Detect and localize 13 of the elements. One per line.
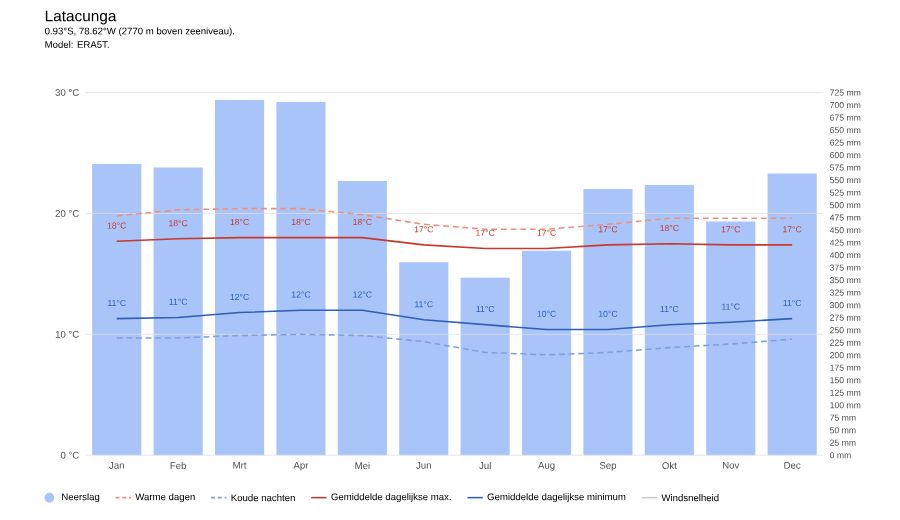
- bar: [276, 101, 326, 455]
- bar: [153, 167, 203, 455]
- bar: [706, 221, 756, 455]
- bar: [92, 163, 142, 455]
- bar: [337, 180, 387, 455]
- bar: [644, 184, 694, 455]
- bar: [460, 277, 510, 455]
- bar: [399, 261, 449, 455]
- bar: [521, 250, 572, 455]
- bar: [767, 173, 817, 455]
- line-series: [115, 333, 793, 356]
- bar: [583, 188, 633, 455]
- bar: [214, 99, 265, 455]
